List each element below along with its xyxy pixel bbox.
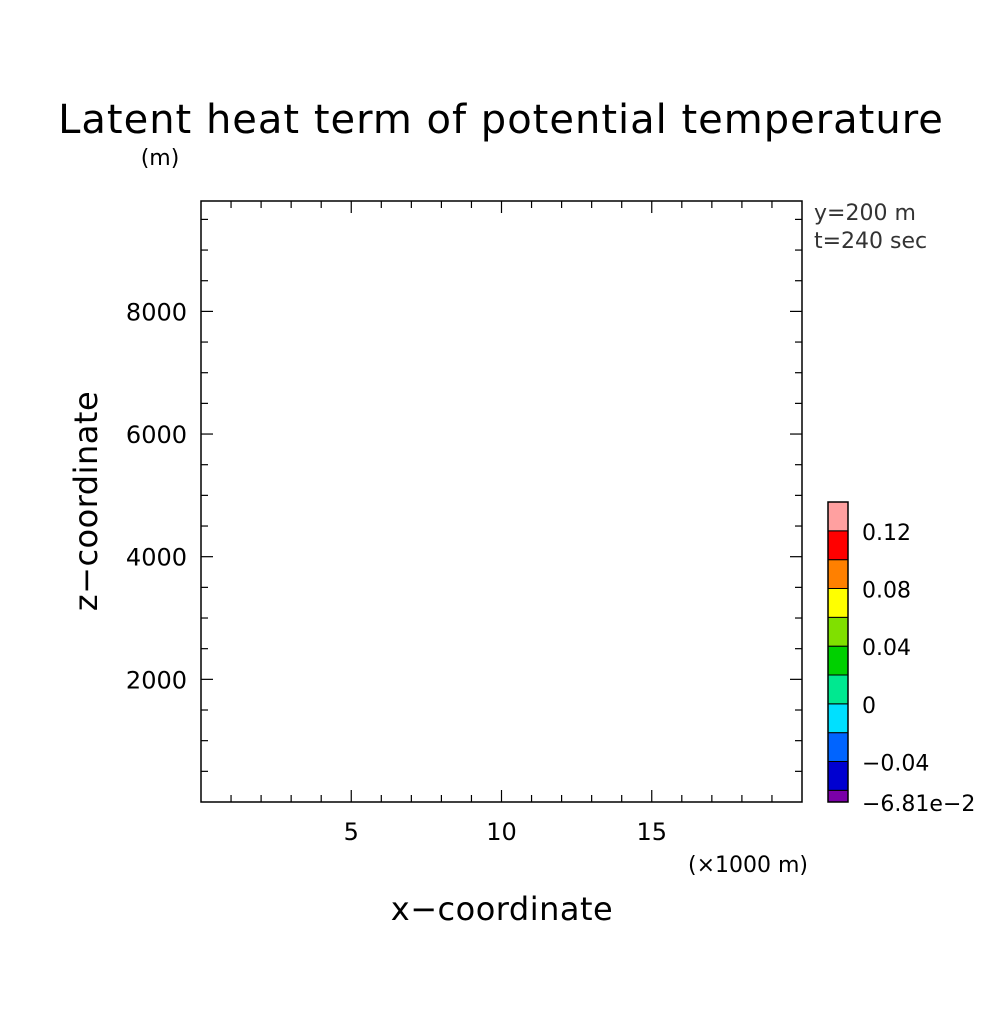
x-axis-title: x−coordinate	[391, 890, 613, 928]
colorbar-label: 0	[862, 694, 876, 719]
colorbar-frame	[827, 501, 849, 803]
info-y-position: y=200 m	[814, 201, 916, 226]
x-tick-label: 10	[486, 818, 517, 846]
y-tick-label: 4000	[126, 544, 187, 572]
colorbar-segment	[827, 789, 849, 803]
y-axis-title: z−coordinate	[67, 391, 105, 611]
colorbar-segment	[827, 674, 849, 705]
colorbar-segment	[827, 501, 849, 532]
y-tick-label: 6000	[126, 421, 187, 449]
colorbar-segment	[827, 587, 849, 618]
y-unit-label: (m)	[141, 146, 180, 171]
info-time: t=240 sec	[814, 229, 927, 254]
plot-area	[200, 200, 803, 803]
colorbar-segment	[827, 645, 849, 676]
y-tick-label: 2000	[126, 666, 187, 694]
colorbar-segment	[827, 559, 849, 589]
colorbar: −6.81e−2 −0.04 0 0.04 0.08 0.12	[827, 501, 975, 817]
colorbar-segment	[827, 703, 849, 734]
colorbar-label: 0.12	[862, 521, 911, 546]
colorbar-segment	[827, 732, 849, 762]
colorbar-segment	[827, 760, 849, 791]
colorbar-label: 0.04	[862, 636, 911, 661]
axis-tick-labels: 5 10 15 2000 4000 6000 8000	[126, 298, 667, 846]
x-unit-label: (×1000 m)	[688, 853, 808, 878]
colorbar-segment	[827, 616, 849, 647]
chart-title: Latent heat term of potential temperatur…	[58, 97, 944, 143]
colorbar-label: 0.08	[862, 578, 911, 603]
y-tick-label: 8000	[126, 298, 187, 326]
colorbar-label: −6.81e−2	[862, 792, 975, 817]
x-tick-label: 15	[636, 818, 667, 846]
x-tick-label: 5	[344, 818, 359, 846]
colorbar-label: −0.04	[862, 751, 929, 776]
colorbar-segment	[827, 530, 849, 561]
axis-ticks	[201, 201, 802, 802]
